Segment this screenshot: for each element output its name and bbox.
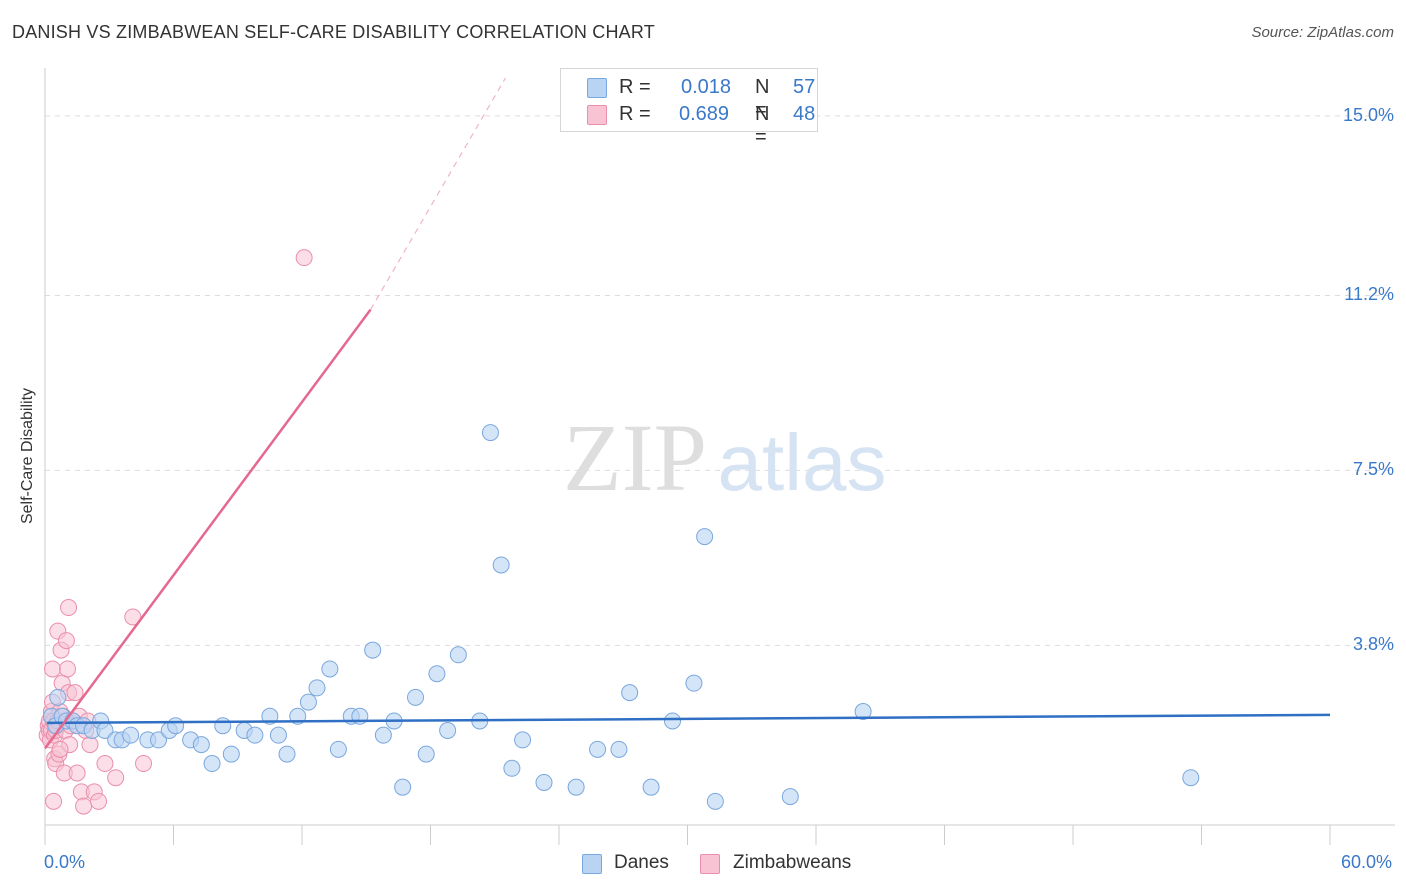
gridlines — [45, 115, 1395, 646]
danes-point — [203, 755, 221, 773]
danes-point — [222, 745, 240, 763]
zimbabweans-point — [43, 660, 61, 678]
danes-swatch — [587, 78, 607, 98]
danes-point — [685, 674, 703, 692]
n-label: N = — [755, 76, 770, 121]
danes-point — [621, 684, 639, 702]
zimbabweans-swatch — [587, 105, 607, 125]
watermark-zip: ZIP — [563, 404, 707, 511]
danes-point — [439, 721, 457, 739]
danes-point — [535, 773, 553, 791]
danes-point — [321, 660, 339, 678]
zimbabweans-point — [58, 660, 76, 678]
zimbabweans-point — [51, 740, 69, 758]
danes-point — [610, 740, 628, 758]
danes-point — [122, 726, 140, 744]
danes-point — [394, 778, 412, 796]
zimbabweans-point — [81, 736, 99, 754]
chart-title: DANISH VS ZIMBABWEAN SELF-CARE DISABILIT… — [12, 22, 655, 42]
r-value: 0.018 — [681, 76, 732, 98]
danes-point — [329, 740, 347, 758]
x-tick-label-min: 0.0% — [44, 852, 86, 872]
correlation-legend: R = 0.018 N = 57 R = 0.689 N = 48 — [560, 68, 818, 148]
danes-trend-line — [47, 713, 1331, 725]
danes-point — [492, 556, 510, 574]
danes-point — [246, 726, 264, 744]
zimbabweans-point — [68, 764, 86, 782]
danes-point — [589, 740, 607, 758]
legend-label: Danes — [614, 852, 669, 873]
trend-lines — [43, 77, 1331, 750]
danes-point — [664, 712, 682, 730]
danes-point — [503, 759, 521, 777]
x-tick-label-max: 60.0% — [1340, 852, 1392, 872]
danes-point — [214, 717, 232, 735]
zimbabweans-swatch — [700, 854, 720, 874]
danes-point — [308, 679, 326, 697]
danes-point — [854, 703, 872, 721]
n-value: 57 — [793, 76, 816, 98]
danes-point — [167, 717, 185, 735]
n-value: 48 — [793, 103, 816, 125]
watermark-atlas: atlas — [718, 418, 887, 507]
zimbabweans-point — [96, 755, 114, 773]
watermark: ZIP atlas — [563, 404, 886, 511]
danes-point — [269, 726, 287, 744]
source-label: Source: ZipAtlas.com — [1251, 24, 1394, 41]
danes-point — [192, 736, 210, 754]
danes-point — [407, 688, 425, 706]
zimbabweans-point — [60, 599, 78, 617]
zimbabweans-trend-line — [43, 308, 372, 750]
r-label: R = — [619, 76, 651, 98]
zimbabweans-point — [135, 755, 153, 773]
y-tick-label: 15.0% — [1342, 104, 1394, 125]
danes-point — [567, 778, 585, 796]
r-label: R = — [619, 103, 651, 125]
danes-point — [417, 745, 435, 763]
danes-point — [642, 778, 660, 796]
legend-label: Zimbabweans — [733, 852, 852, 873]
zimbabweans-point — [66, 684, 84, 702]
danes-point — [449, 646, 467, 664]
n-label: N = — [755, 103, 770, 148]
y-tick-label: 11.2% — [1344, 284, 1394, 305]
danes-point — [514, 731, 532, 749]
danes-point — [374, 726, 392, 744]
zimbabweans-point — [45, 792, 63, 810]
zimbabweans-point — [107, 769, 125, 787]
r-value: 0.689 — [679, 103, 730, 125]
y-tick-label: 7.5% — [1352, 459, 1394, 480]
danes-point — [49, 688, 67, 706]
zimbabweans-point — [124, 608, 142, 626]
zimbabweans-point — [75, 797, 93, 815]
danes-point — [781, 788, 799, 806]
zimbabweans-point — [90, 792, 108, 810]
danes-point — [428, 665, 446, 683]
axes — [44, 68, 1395, 845]
danes-point — [364, 641, 382, 659]
danes-point — [278, 745, 296, 763]
y-tick-label: 3.8% — [1352, 634, 1394, 655]
zimbabweans-point — [57, 632, 75, 650]
danes-point — [150, 731, 168, 749]
danes-swatch — [582, 854, 602, 874]
danes-point — [1182, 769, 1200, 787]
zimbabweans-trend-extension — [370, 77, 506, 310]
danes-point — [299, 693, 317, 711]
danes-point — [696, 528, 714, 546]
danes-point — [706, 792, 724, 810]
zimbabweans-point — [295, 249, 313, 267]
danes-point — [481, 424, 499, 442]
